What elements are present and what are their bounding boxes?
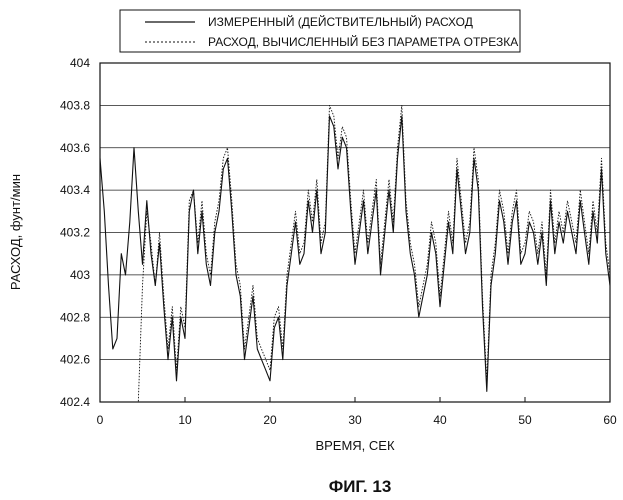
legend-label-measured: ИЗМЕРЕННЫЙ (ДЕЙСТВИТЕЛЬНЫЙ) РАСХОД: [208, 14, 473, 29]
series-line-calculated: [100, 105, 610, 402]
x-tick-label: 60: [603, 413, 617, 427]
series-lines: [100, 105, 610, 402]
x-tick-label: 50: [518, 413, 532, 427]
y-axis-label: РАСХОД, фунт/мин: [8, 174, 23, 290]
y-tick-label: 402.4: [60, 395, 90, 409]
x-tick-label: 30: [348, 413, 362, 427]
x-tick-label: 40: [433, 413, 447, 427]
legend-label-calculated: РАСХОД, ВЫЧИСЛЕННЫЙ БЕЗ ПАРАМЕТРА ОТРЕЗК…: [208, 34, 518, 49]
series-line-measured: [100, 116, 610, 391]
x-tick-label: 20: [263, 413, 277, 427]
x-tick-label: 0: [97, 413, 104, 427]
y-tick-label: 402.6: [60, 353, 90, 367]
legend: ИЗМЕРЕННЫЙ (ДЕЙСТВИТЕЛЬНЫЙ) РАСХОД РАСХО…: [120, 10, 520, 52]
y-tick-label: 403.4: [60, 183, 90, 197]
y-tick-label: 404: [70, 56, 90, 70]
y-tick-label: 403.8: [60, 98, 90, 112]
y-tick-label: 403.2: [60, 226, 90, 240]
y-tick-label: 403.6: [60, 141, 90, 155]
y-tick-label: 402.8: [60, 310, 90, 324]
x-tick-label: 10: [178, 413, 192, 427]
figure-caption: ФИГ. 13: [329, 477, 392, 496]
y-tick-labels: 402.4 402.6 402.8 403 403.2 403.4 403.6 403.8 40…: [60, 56, 90, 409]
x-axis-label: ВРЕМЯ, СЕК: [315, 438, 395, 453]
y-tick-label: 403: [70, 268, 90, 282]
